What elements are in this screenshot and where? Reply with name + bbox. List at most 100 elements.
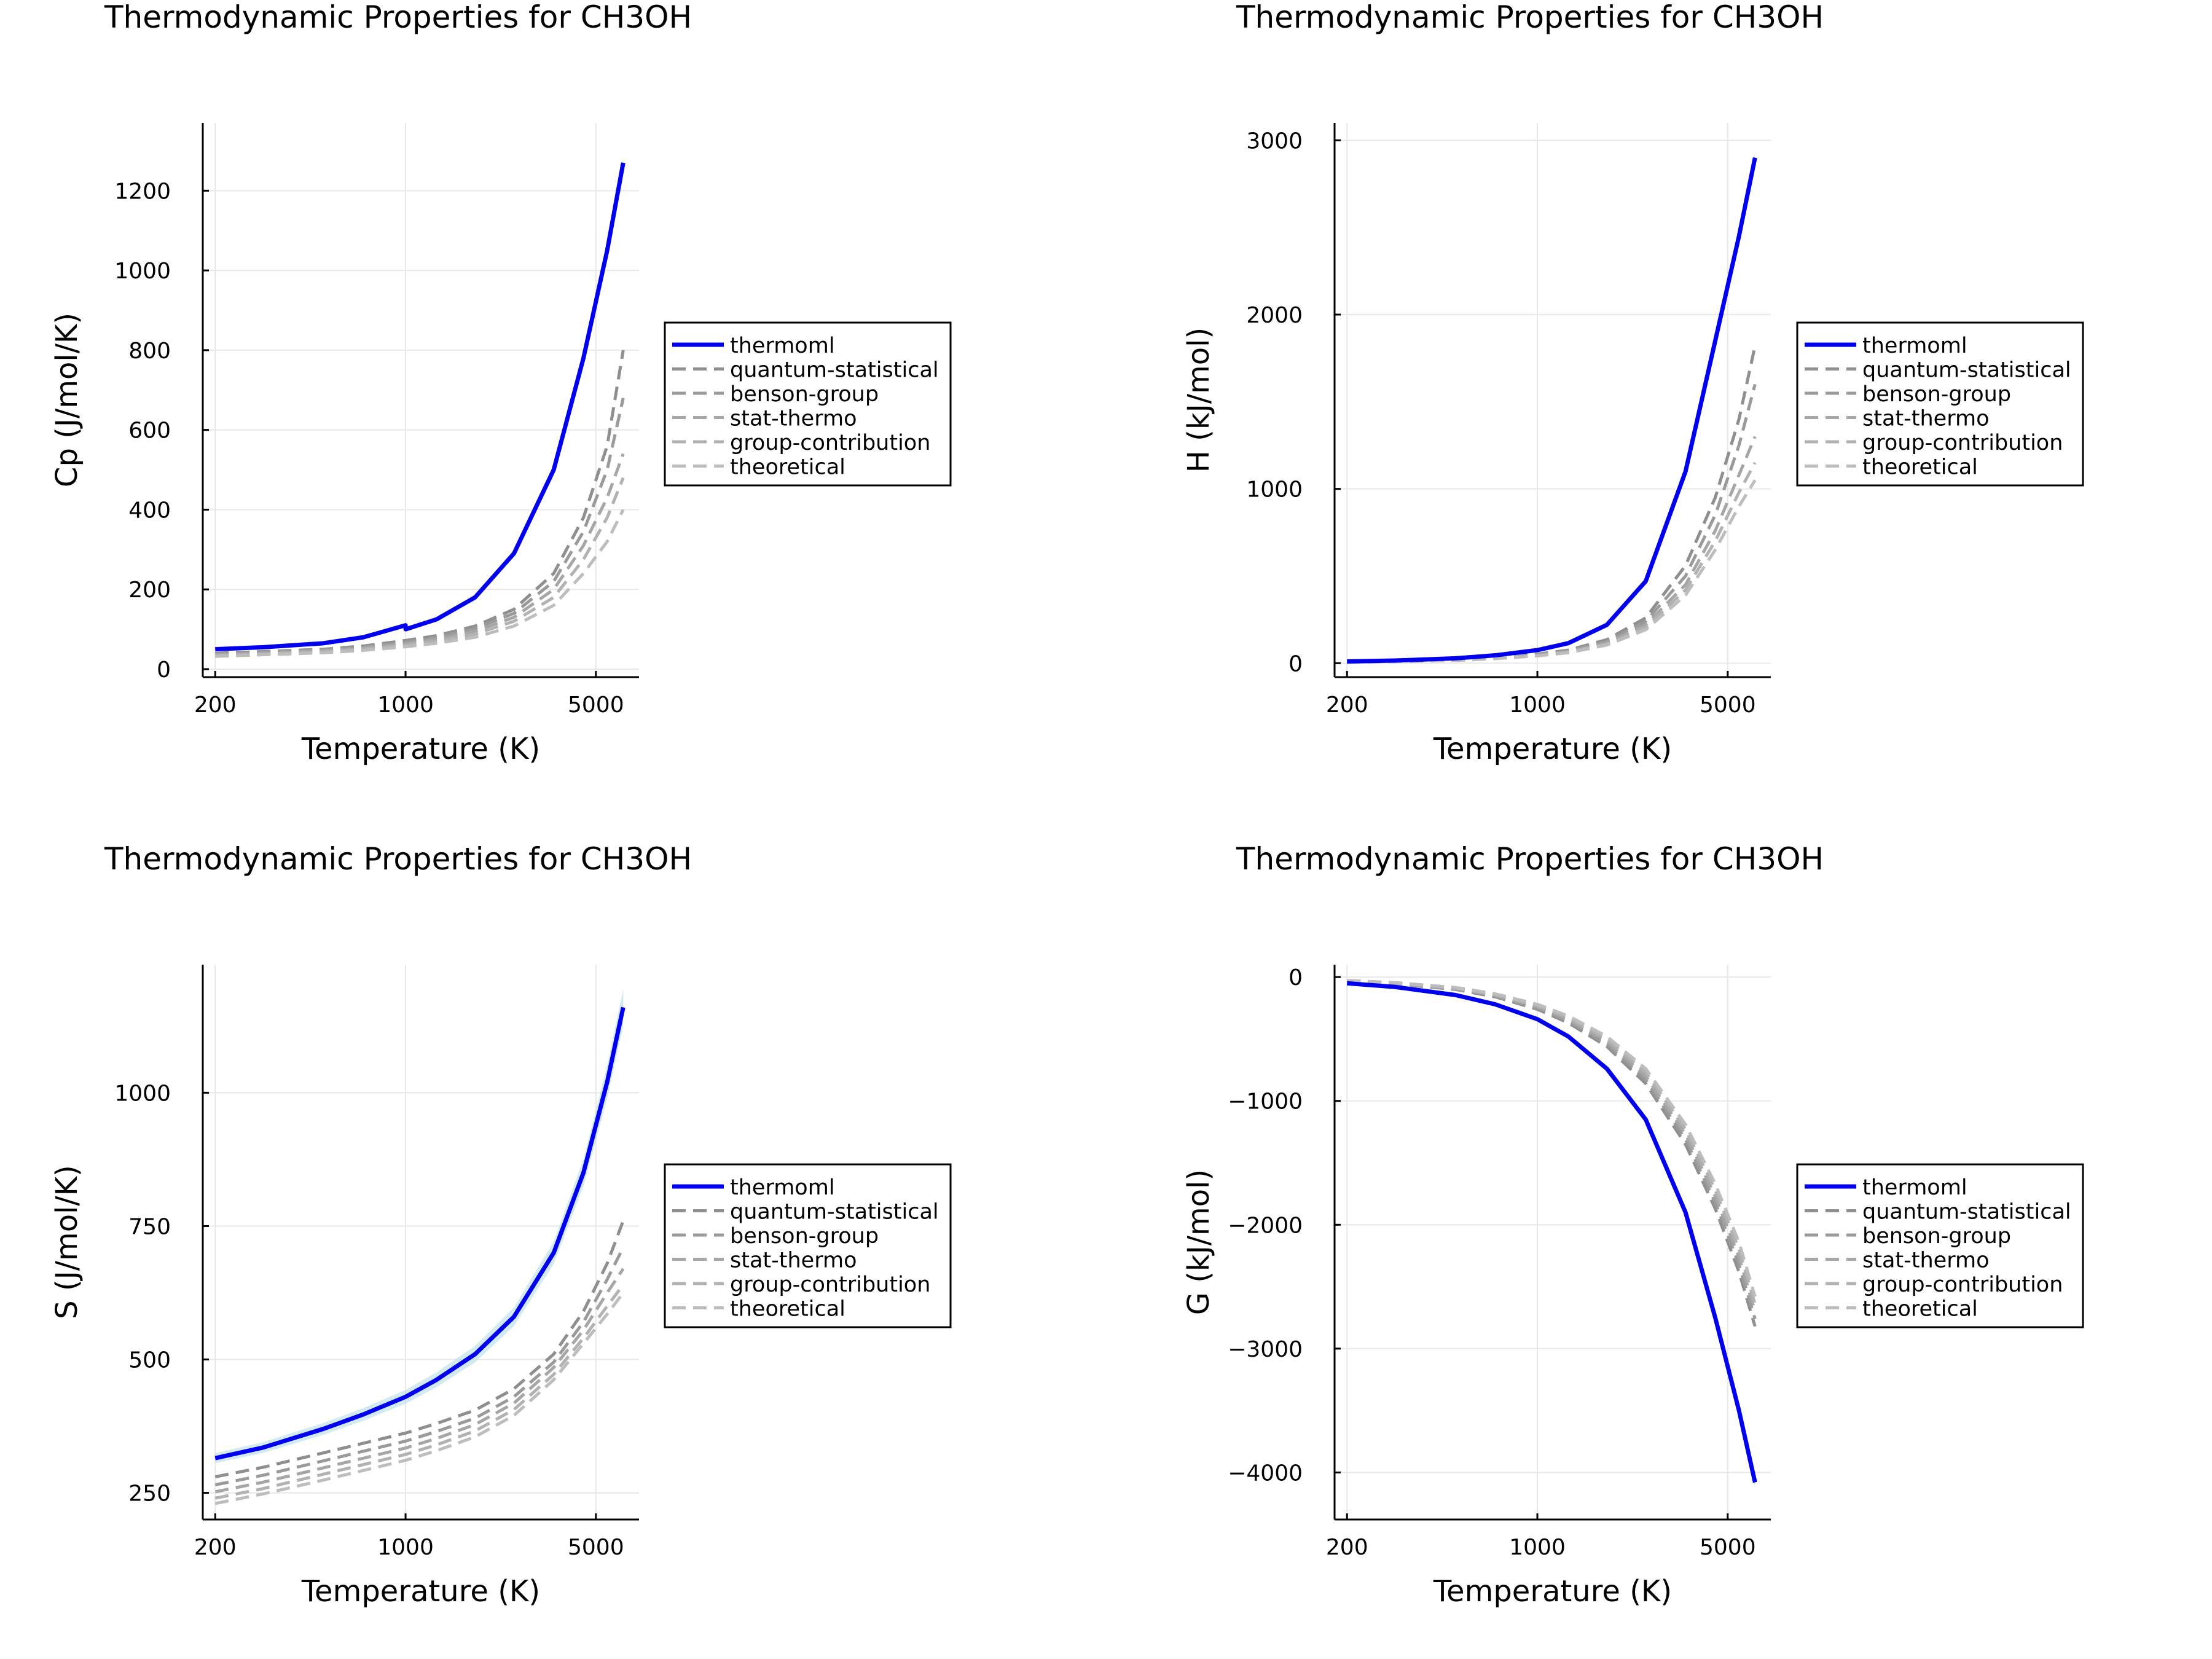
legend-label: group-contribution [1862,431,2063,455]
series-line-benson-group [214,1247,625,1487]
legend-label: group-contribution [730,431,930,455]
chart-title: Thermodynamic Properties for CH3OH [1236,0,1824,35]
plot-area [1347,979,1757,1488]
legend-label: group-contribution [1862,1273,2063,1297]
x-axis-label: Temperature (K) [1433,1574,1672,1609]
legend-label: theoretical [1862,455,1978,480]
y-tick-label: 0 [1288,965,1303,990]
series-line-thermoml [1347,981,1757,1483]
legend-box [664,1163,952,1328]
chart-panel-4: 200 1000 5000 0 −1000 −2000 −3000 −4000 Thermody… [1182,841,2084,1609]
x-axis-label: Temperature (K) [301,1574,540,1609]
series-line-stat-thermo [1347,436,1757,664]
legend-label: thermoml [1862,334,1967,358]
chart-title: Thermodynamic Properties for CH3OH [1236,841,1824,877]
series-line-thermoml [214,1006,626,1461]
x-tick-label: 200 [1326,692,1368,718]
legend-label: group-contribution [730,1273,930,1297]
x-tick-label: 200 [194,692,237,718]
legend-label: quantum-statistical [1862,358,2071,383]
x-tick-label: 5000 [1700,1535,1756,1560]
chart-title: Thermodynamic Properties for CH3OH [104,0,692,35]
chart-title: Thermodynamic Properties for CH3OH [104,841,692,877]
legend-box [664,321,952,487]
series-line-stat-thermo [1347,979,1757,1312]
legend-label: theoretical [730,1297,845,1322]
chart-panel-3: 200 1000 5000 250 500 750 1000 Thermodynamic Pr… [50,841,952,1609]
legend-label: theoretical [1862,1297,1978,1322]
legend-label: benson-group [730,382,879,407]
legend-label: quantum-statistical [730,1200,939,1225]
series-line-benson-group [1347,979,1757,1320]
legend-label: thermoml [730,334,835,358]
y-tick-label: 0 [1288,651,1303,677]
x-tick-label: 200 [1326,1535,1368,1560]
series-line-theoretical [1347,479,1757,664]
x-tick-label: 1000 [377,1535,434,1560]
x-axis-label: Temperature (K) [1433,732,1672,766]
x-tick-label: 5000 [568,692,624,718]
x-tick-label: 5000 [1700,692,1756,718]
x-tick-label: 5000 [568,1535,624,1560]
y-tick-label: 200 [128,578,171,603]
y-tick-label: 400 [128,498,171,523]
legend-box [1796,321,2084,487]
legend: thermomlquantum-statisticalbenson-groups… [1796,321,2084,487]
y-axis-label: G (kJ/mol) [1182,1169,1216,1316]
legend-label: benson-group [1862,1224,2011,1249]
legend-label: benson-group [730,1224,879,1249]
y-tick-label: 800 [128,339,171,364]
legend-label: stat-thermo [1862,407,1989,431]
x-axis-label: Temperature (K) [301,732,540,766]
legend-label: quantum-statistical [730,358,939,383]
y-tick-label: 1000 [114,1081,171,1106]
series-line-stat-thermo [214,1268,625,1494]
legend-label: stat-thermo [730,407,857,431]
series-line-thermoml [1347,157,1757,664]
legend-label: thermoml [1862,1175,1967,1200]
series-line-quantum-statistical [215,350,625,655]
legend-label: theoretical [730,455,845,480]
legend-label: stat-thermo [1862,1249,1989,1273]
y-tick-label: 0 [157,657,171,683]
plot-area [215,157,626,658]
y-tick-label: 3000 [1246,128,1303,154]
y-tick-label: 500 [128,1348,171,1373]
x-tick-label: 200 [194,1535,237,1560]
chart-panel-2: 200 1000 5000 0 1000 2000 3000 Thermodynamic Pr… [1182,0,2084,766]
plot-area [214,989,626,1505]
series-line-quantum-statistical [1347,979,1757,1327]
y-tick-label: −4000 [1228,1461,1303,1486]
legend-label: stat-thermo [730,1249,857,1273]
y-axis-label: S (J/mol/K) [50,1165,84,1319]
y-tick-label: 1200 [114,179,171,204]
y-tick-label: 250 [128,1481,171,1507]
legend: thermomlquantum-statisticalbenson-groups… [664,321,952,487]
legend-label: benson-group [1862,382,2011,407]
y-axis-label: Cp (J/mol/K) [50,313,84,487]
legend: thermomlquantum-statisticalbenson-groups… [664,1163,952,1328]
y-tick-label: 600 [128,418,171,444]
series-line-group-contribution [1347,979,1757,1304]
series-line-theoretical [215,509,625,658]
y-tick-label: 1000 [114,259,171,284]
chart-panel-1: 200 1000 5000 0 200 400 600 800 1000 1200 Thermody… [50,0,952,766]
series-line-group-contribution [215,477,625,657]
y-tick-label: −1000 [1228,1089,1303,1115]
y-tick-label: 2000 [1246,303,1303,328]
series-line-theoretical [214,1292,625,1505]
y-tick-label: −3000 [1228,1337,1303,1362]
legend-box [1796,1163,2084,1328]
y-tick-label: 1000 [1246,477,1303,503]
x-tick-label: 1000 [377,692,434,718]
series-line-theoretical [1347,979,1757,1297]
series-line-group-contribution [214,1284,625,1500]
series-line-thermoml [215,162,626,652]
series-line-quantum-statistical [1347,345,1757,664]
legend-label: quantum-statistical [1862,1200,2071,1225]
x-tick-label: 1000 [1509,1535,1566,1560]
plot-area [1347,152,1757,664]
y-tick-label: −2000 [1228,1213,1303,1238]
y-tick-label: 750 [128,1214,171,1239]
